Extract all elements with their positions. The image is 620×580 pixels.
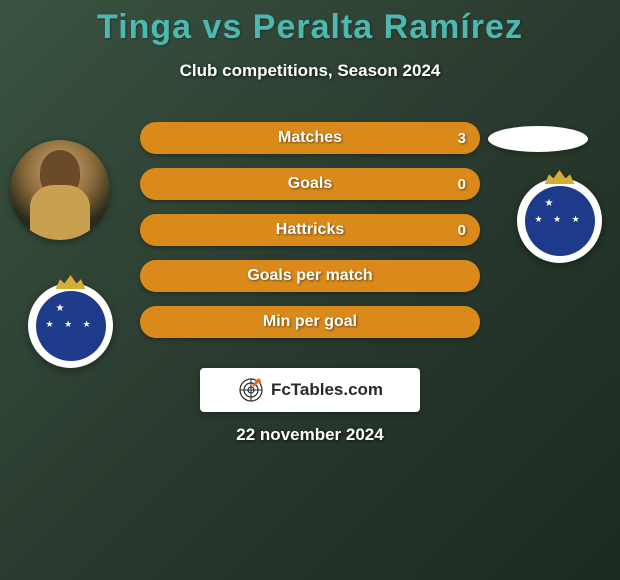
- stat-bar-goals: Goals 0: [140, 168, 480, 200]
- stat-label: Matches: [278, 129, 342, 147]
- comparison-subtitle: Club competitions, Season 2024: [0, 61, 620, 81]
- club-badge-icon: [525, 186, 595, 256]
- stat-value: 3: [458, 130, 466, 147]
- club-logo-right: [517, 178, 602, 263]
- stats-container: Matches 3 Goals 0 Hattricks 0 Goals per …: [140, 122, 480, 352]
- fctables-icon: [237, 376, 265, 404]
- player-photo-left: [10, 140, 110, 240]
- crown-icon: [56, 275, 86, 289]
- stat-label: Hattricks: [276, 221, 344, 239]
- stat-bar-min-per-goal: Min per goal: [140, 306, 480, 338]
- stat-value: 0: [458, 176, 466, 193]
- comparison-title: Tinga vs Peralta Ramírez: [0, 0, 620, 47]
- stat-label: Goals: [288, 175, 332, 193]
- stat-bar-goals-per-match: Goals per match: [140, 260, 480, 292]
- crown-icon: [545, 170, 575, 184]
- stat-bar-hattricks: Hattricks 0: [140, 214, 480, 246]
- stat-label: Goals per match: [247, 267, 372, 285]
- fctables-label: FcTables.com: [271, 380, 383, 400]
- stat-bar-matches: Matches 3: [140, 122, 480, 154]
- club-badge-icon: [36, 291, 106, 361]
- fctables-link[interactable]: FcTables.com: [200, 368, 420, 412]
- stat-value: 0: [458, 222, 466, 239]
- stat-label: Min per goal: [263, 313, 357, 331]
- club-logo-left: [28, 283, 113, 368]
- player-photo-right-placeholder: [488, 126, 588, 152]
- comparison-date: 22 november 2024: [236, 425, 383, 445]
